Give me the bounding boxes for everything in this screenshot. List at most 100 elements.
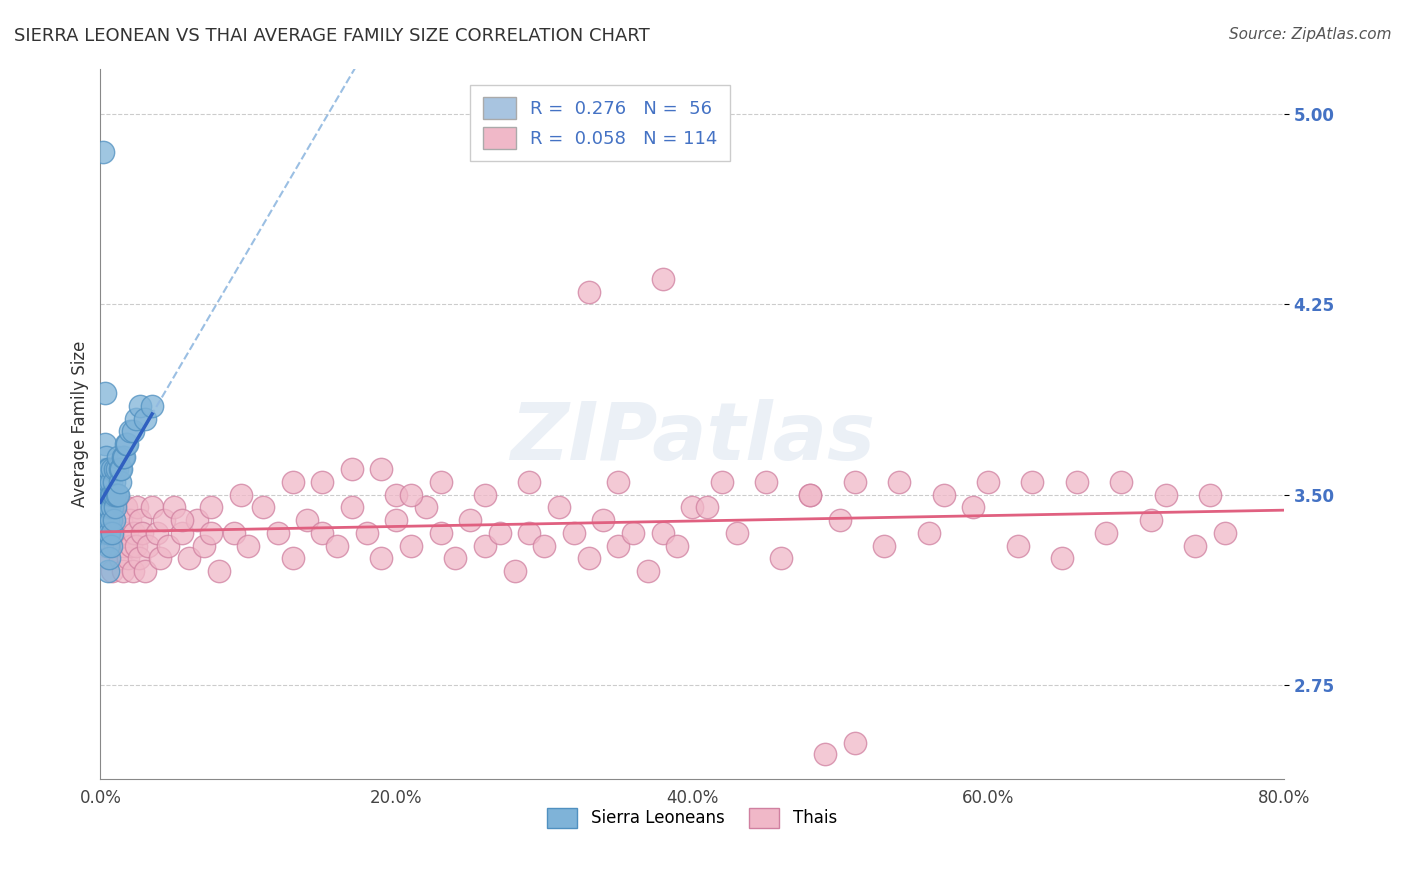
Point: [399, 539, 422, 553]
Point: [101, 525, 124, 540]
Point: [769, 551, 792, 566]
Point: [799, 488, 821, 502]
Point: [101, 564, 124, 578]
Text: Source: ZipAtlas.com: Source: ZipAtlas.com: [1229, 27, 1392, 42]
Point: [96, 462, 118, 476]
Point: [107, 488, 129, 502]
Point: [114, 500, 136, 515]
Point: [170, 525, 193, 540]
Text: ZIPatlas: ZIPatlas: [509, 399, 875, 477]
Point: [681, 500, 703, 515]
Point: [104, 462, 127, 476]
Point: [666, 539, 689, 553]
Point: [103, 513, 125, 527]
Point: [533, 539, 555, 553]
Point: [97, 462, 120, 476]
Point: [163, 500, 186, 515]
Point: [1095, 525, 1118, 540]
Point: [96, 450, 118, 464]
Point: [97, 525, 120, 540]
Point: [267, 525, 290, 540]
Point: [97, 564, 120, 578]
Point: [112, 450, 135, 464]
Point: [141, 399, 163, 413]
Point: [828, 513, 851, 527]
Point: [100, 488, 122, 502]
Point: [134, 564, 156, 578]
Point: [104, 500, 127, 515]
Point: [108, 551, 131, 566]
Point: [651, 525, 673, 540]
Point: [1139, 513, 1161, 527]
Point: [1050, 551, 1073, 566]
Point: [281, 551, 304, 566]
Point: [458, 513, 481, 527]
Point: [110, 462, 132, 476]
Point: [100, 475, 122, 489]
Point: [98, 462, 121, 476]
Point: [105, 462, 128, 476]
Point: [222, 525, 245, 540]
Point: [1007, 539, 1029, 553]
Point: [128, 551, 150, 566]
Point: [104, 539, 127, 553]
Point: [200, 525, 222, 540]
Point: [607, 539, 630, 553]
Point: [238, 539, 260, 553]
Point: [385, 513, 408, 527]
Point: [97, 475, 120, 489]
Point: [326, 539, 349, 553]
Point: [115, 437, 138, 451]
Point: [370, 462, 392, 476]
Point: [281, 475, 304, 489]
Point: [519, 525, 541, 540]
Point: [115, 525, 138, 540]
Point: [118, 513, 141, 527]
Point: [399, 488, 422, 502]
Point: [120, 539, 142, 553]
Point: [844, 475, 866, 489]
Point: [873, 539, 896, 553]
Point: [91, 475, 114, 489]
Point: [103, 488, 125, 502]
Point: [117, 551, 139, 566]
Point: [340, 462, 363, 476]
Point: [519, 475, 541, 489]
Point: [488, 525, 510, 540]
Point: [651, 272, 673, 286]
Point: [111, 564, 134, 578]
Point: [127, 500, 149, 515]
Point: [101, 462, 124, 476]
Point: [1199, 488, 1222, 502]
Point: [710, 475, 733, 489]
Point: [103, 525, 125, 540]
Point: [110, 513, 132, 527]
Point: [98, 475, 121, 489]
Point: [208, 564, 231, 578]
Point: [145, 525, 167, 540]
Point: [98, 488, 121, 502]
Point: [98, 500, 121, 515]
Point: [98, 525, 121, 540]
Point: [429, 525, 451, 540]
Point: [122, 425, 145, 439]
Point: [474, 488, 496, 502]
Point: [799, 488, 821, 502]
Point: [111, 450, 134, 464]
Point: [96, 475, 118, 489]
Point: [104, 500, 127, 515]
Point: [621, 525, 644, 540]
Point: [962, 500, 984, 515]
Point: [114, 437, 136, 451]
Text: SIERRA LEONEAN VS THAI AVERAGE FAMILY SIZE CORRELATION CHART: SIERRA LEONEAN VS THAI AVERAGE FAMILY SI…: [14, 27, 650, 45]
Y-axis label: Average Family Size: Average Family Size: [72, 341, 89, 507]
Point: [562, 525, 585, 540]
Point: [193, 539, 215, 553]
Point: [101, 488, 124, 502]
Point: [136, 539, 159, 553]
Point: [100, 539, 122, 553]
Point: [340, 500, 363, 515]
Point: [131, 525, 153, 540]
Point: [94, 539, 117, 553]
Point: [311, 475, 333, 489]
